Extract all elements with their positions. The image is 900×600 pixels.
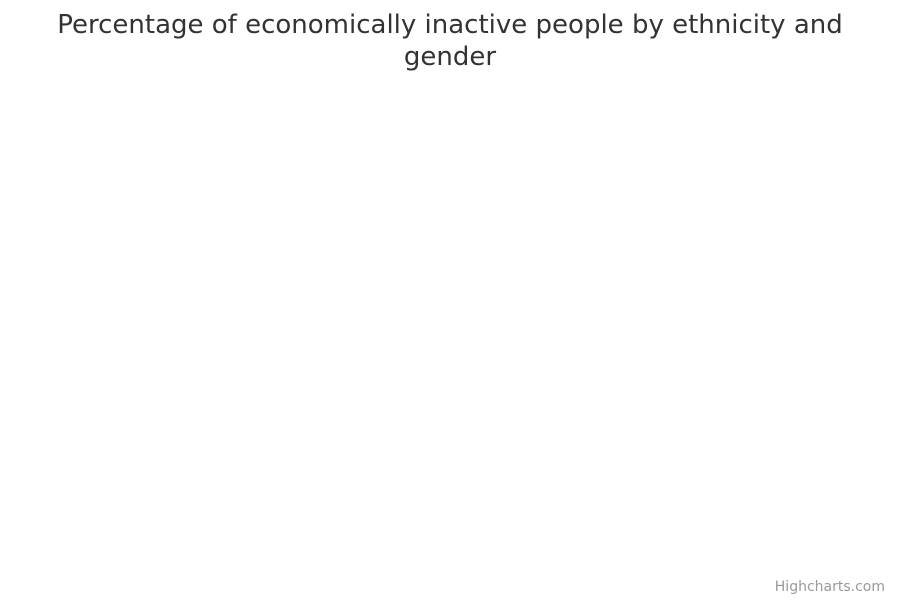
highcharts-credits-link[interactable]: Highcharts.com	[774, 579, 885, 595]
chart-svg	[10, 90, 890, 550]
chart-title: Percentage of economically inactive peop…	[57, 10, 843, 72]
plot-area	[10, 90, 890, 550]
